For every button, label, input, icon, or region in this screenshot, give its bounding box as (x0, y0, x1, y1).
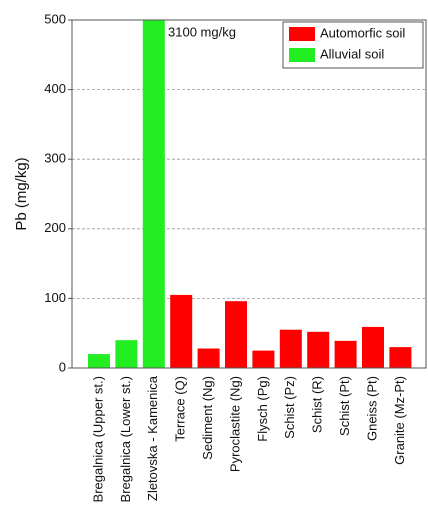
x-tick-label: Gneiss (Pt) (364, 376, 379, 441)
plot-frame (71, 19, 427, 369)
bar (142, 20, 165, 368)
bar (307, 331, 330, 368)
x-tick-label: Bregalnica (Lower st.) (118, 376, 133, 502)
bars (88, 20, 412, 368)
x-tick-label: Bregalnica (Upper st.) (90, 376, 105, 502)
bar (334, 340, 357, 368)
bar (197, 348, 220, 368)
bar (279, 329, 302, 368)
bar (362, 326, 384, 368)
legend-label: Automorfic soil (320, 25, 405, 40)
x-tick-label: Sediment (Ng) (200, 376, 215, 460)
y-tick-label: 100 (44, 290, 66, 305)
bar (88, 354, 110, 368)
y-tick-label: 300 (44, 151, 66, 166)
bar (225, 301, 247, 368)
x-tick-label: Schist (Pz) (282, 376, 297, 439)
x-tick-label: Pyroclastite (Ng) (227, 376, 242, 472)
legend-label: Alluvial soil (320, 46, 384, 61)
labels: 0 100 200 300 400 500 Bregalnica (Upper st.) Br… (44, 11, 424, 502)
y-tick-label: 0 (59, 359, 66, 374)
y-tick-label: 500 (44, 11, 66, 26)
x-tick-label: Flysch (Pg) (255, 376, 270, 442)
bar (389, 347, 412, 368)
bar (115, 340, 138, 368)
x-tick-label: Zletovska - Kamenica (145, 375, 160, 501)
annotation: 3100 mg/kg (168, 24, 236, 39)
y-tick-label: 400 (44, 81, 66, 96)
bar (170, 294, 193, 368)
y-tick-label: 200 (44, 220, 66, 235)
bar (252, 350, 275, 368)
grid (72, 19, 426, 369)
y-axis-label: Pb (mg/kg) (13, 157, 30, 230)
x-tick-label: Granite (Mz-Pt) (392, 376, 407, 465)
x-tick-label: Terrace (Q) (173, 376, 188, 442)
x-tick-label: Schist (Pt) (337, 376, 352, 436)
legend-swatch (289, 27, 315, 41)
x-tick-label: Schist (R) (310, 376, 325, 433)
legend-swatch (289, 48, 315, 62)
